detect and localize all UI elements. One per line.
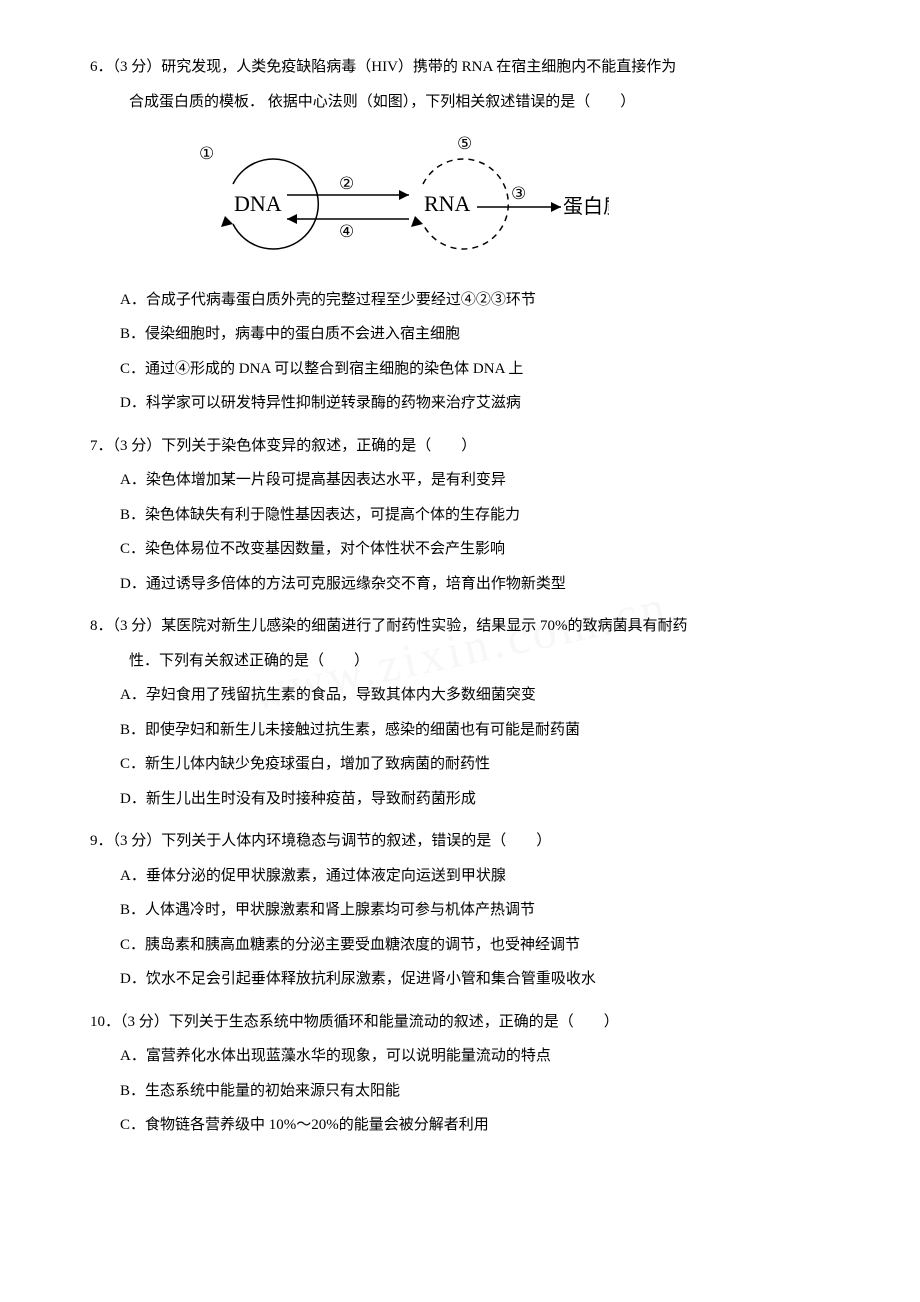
q6-option-c: C．通过④形成的 DNA 可以整合到宿主细胞的染色体 DNA 上 — [90, 352, 845, 387]
question-10: 10．（3 分）下列关于生态系统中物质循环和能量流动的叙述，正确的是（ ） A．… — [90, 1005, 845, 1143]
q8-stem-line1: 8．（3 分）某医院对新生儿感染的细菌进行了耐药性实验，结果显示 70%的致病菌… — [90, 609, 845, 644]
q6-stem-line1: 6．（3 分）研究发现，人类免疫缺陷病毒（HIV）携带的 RNA 在宿主细胞内不… — [90, 50, 845, 85]
circle-5-label: ⑤ — [457, 134, 472, 153]
rna-label: RNA — [424, 191, 471, 216]
circle-4-label: ④ — [339, 222, 354, 241]
q6-option-b: B．侵染细胞时，病毒中的蛋白质不会进入宿主细胞 — [90, 317, 845, 352]
q9-option-b: B．人体遇冷时，甲状腺激素和肾上腺素均可参与机体产热调节 — [90, 893, 845, 928]
q8-option-b: B．即使孕妇和新生儿未接触过抗生素，感染的细菌也有可能是耐药菌 — [90, 713, 845, 748]
q9-option-d: D．饮水不足会引起垂体释放抗利尿激素，促进肾小管和集合管重吸收水 — [90, 962, 845, 997]
q6-option-a: A．合成子代病毒蛋白质外壳的完整过程至少要经过④②③环节 — [90, 283, 845, 318]
q10-option-a: A．富营养化水体出现蓝藻水华的现象，可以说明能量流动的特点 — [90, 1039, 845, 1074]
question-9: 9．（3 分）下列关于人体内环境稳态与调节的叙述，错误的是（ ） A．垂体分泌的… — [90, 824, 845, 997]
q6-stem-line2: 合成蛋白质的模板． 依据中心法则（如图），下列相关叙述错误的是（ ） — [90, 85, 845, 120]
q7-option-c: C．染色体易位不改变基因数量，对个体性状不会产生影响 — [90, 532, 845, 567]
q8-option-d: D．新生儿出生时没有及时接种疫苗，导致耐药菌形成 — [90, 782, 845, 817]
q7-option-b: B．染色体缺失有利于隐性基因表达，可提高个体的生存能力 — [90, 498, 845, 533]
protein-label: 蛋白质 — [563, 195, 609, 218]
q7-stem: 7．（3 分）下列关于染色体变异的叙述，正确的是（ ） — [90, 429, 845, 464]
q10-option-b: B．生态系统中能量的初始来源只有太阳能 — [90, 1074, 845, 1109]
q10-option-c: C．食物链各营养级中 10%～20%的能量会被分解者利用 — [90, 1108, 845, 1143]
question-6: 6．（3 分）研究发现，人类免疫缺陷病毒（HIV）携带的 RNA 在宿主细胞内不… — [90, 50, 845, 421]
question-8: 8．（3 分）某医院对新生儿感染的细菌进行了耐药性实验，结果显示 70%的致病菌… — [90, 609, 845, 816]
q9-option-a: A．垂体分泌的促甲状腺激素，通过体液定向运送到甲状腺 — [90, 859, 845, 894]
q8-option-c: C．新生儿体内缺少免疫球蛋白，增加了致病菌的耐药性 — [90, 747, 845, 782]
circle-3-label: ③ — [511, 184, 526, 203]
q8-option-a: A．孕妇食用了残留抗生素的食品，导致其体内大多数细菌突变 — [90, 678, 845, 713]
q6-option-d: D．科学家可以研发特异性抑制逆转录酶的药物来治疗艾滋病 — [90, 386, 845, 421]
question-7: 7．（3 分）下列关于染色体变异的叙述，正确的是（ ） A．染色体增加某一片段可… — [90, 429, 845, 602]
circle-1-label: ① — [199, 144, 214, 163]
q9-stem: 9．（3 分）下列关于人体内环境稳态与调节的叙述，错误的是（ ） — [90, 824, 845, 859]
q10-stem: 10．（3 分）下列关于生态系统中物质循环和能量流动的叙述，正确的是（ ） — [90, 1005, 845, 1040]
q8-stem-line2: 性．下列有关叙述正确的是（ ） — [90, 644, 845, 679]
q7-option-a: A．染色体增加某一片段可提高基因表达水平，是有利变异 — [90, 463, 845, 498]
dna-label: DNA — [234, 191, 282, 216]
page-content: 6．（3 分）研究发现，人类免疫缺陷病毒（HIV）携带的 RNA 在宿主细胞内不… — [90, 50, 845, 1143]
q7-option-d: D．通过诱导多倍体的方法可克服远缘杂交不育，培育出作物新类型 — [90, 567, 845, 602]
circle-2-label: ② — [339, 174, 354, 193]
q9-option-c: C．胰岛素和胰高血糖素的分泌主要受血糖浓度的调节，也受神经调节 — [90, 928, 845, 963]
q6-diagram: ① DNA ② ④ ⑤ RNA ③ 蛋白质 — [90, 129, 845, 273]
